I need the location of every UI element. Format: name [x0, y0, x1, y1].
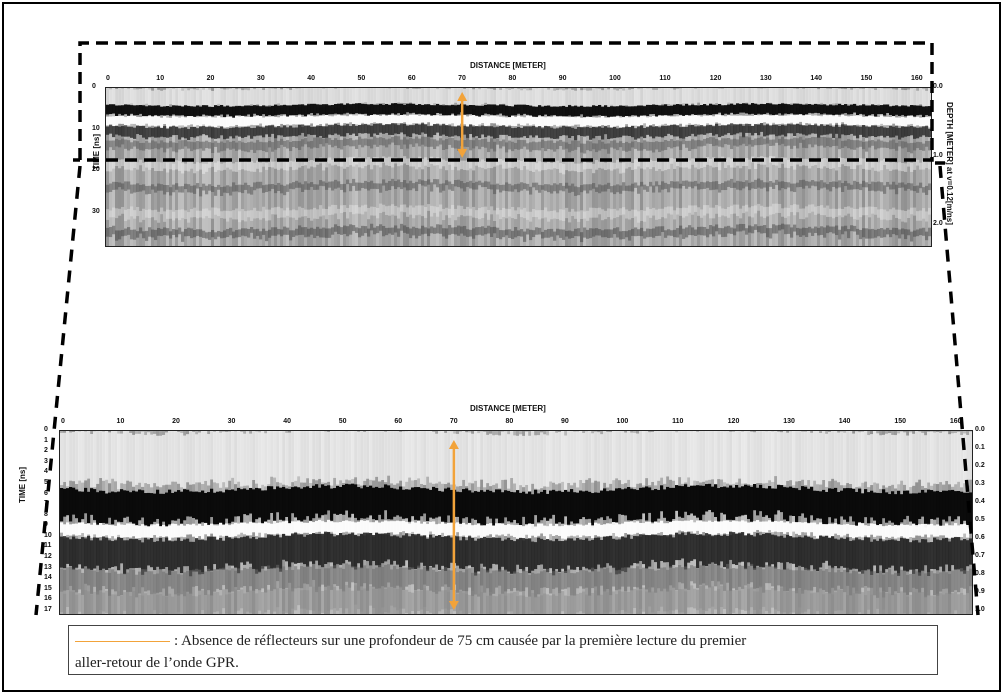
bottom-y-tick-label: 12 — [44, 553, 52, 561]
top-x-tick-label: 110 — [659, 75, 671, 82]
top-x-tick-label: 50 — [357, 75, 366, 82]
bottom-x-tick-label: 10 — [116, 418, 125, 425]
bottom-y2-tick-label: 0.9 — [975, 588, 985, 595]
bottom-y2-tick-label: 0.7 — [975, 552, 985, 559]
bottom-x-tick-label: 20 — [172, 418, 180, 425]
bottom-radargram-image — [59, 430, 973, 615]
bottom-y2-tick-label: 0.4 — [975, 498, 985, 505]
bottom-x-tick-label: 50 — [338, 418, 347, 425]
bottom-y-tick-label: 16 — [44, 595, 52, 603]
top-x-tick-label: 130 — [760, 75, 772, 82]
bottom-y2-tick-label: 0.8 — [975, 570, 985, 577]
bottom-x-tick-label: 60 — [394, 418, 403, 425]
bottom-x-axis-title: DISTANCE [METER] — [470, 404, 546, 413]
top-x-tick-label: 150 — [860, 75, 873, 82]
top-y-tick-label: 10 — [92, 124, 100, 132]
top-y-tick-label: 30 — [92, 207, 100, 215]
top-y2-tick-label: 2.0 — [933, 220, 943, 228]
bottom-x-tick-label: 110 — [672, 418, 684, 425]
bottom-x-tick-label: 70 — [449, 418, 458, 425]
bottom-y-tick-label: 7 — [44, 500, 48, 508]
bottom-y-tick-label: 9 — [44, 521, 48, 529]
bottom-y2-tick-label: 0.0 — [975, 426, 985, 433]
legend-text-line1: : Absence de réflecteurs sur une profond… — [174, 633, 747, 649]
bottom-y-tick-label: 5 — [44, 478, 48, 486]
bottom-y-tick-label: 1 — [44, 436, 48, 444]
top-x-tick-label: 140 — [810, 75, 822, 82]
bottom-x-tick-label: 30 — [227, 418, 236, 425]
top-y-tick-label: 0 — [92, 83, 96, 90]
top-x-tick-label: 100 — [609, 75, 621, 82]
bottom-x-tick-label: 90 — [561, 418, 569, 425]
top-y2-tick-label: 0.0 — [933, 83, 943, 90]
top-y-axis-title: TIME [ns] — [92, 134, 101, 170]
bottom-y-tick-label: 8 — [44, 510, 48, 518]
top-x-tick-label: 80 — [508, 75, 517, 82]
bottom-y-tick-label: 4 — [44, 468, 48, 476]
bottom-x-tick-label: 150 — [894, 418, 907, 425]
top-x-tick-label: 60 — [407, 75, 416, 82]
bottom-x-tick-label: 140 — [838, 418, 851, 425]
top-y2-axis-title: DEPTH [METER] at v=0.12[m/ns] — [945, 102, 954, 225]
top-radargram-image — [105, 87, 932, 247]
top-x-tick-label: 70 — [458, 75, 466, 82]
bottom-y-tick-label: 13 — [44, 563, 52, 571]
bottom-y2-tick-label: 0.5 — [975, 516, 985, 523]
top-x-tick-label: 10 — [156, 75, 165, 82]
top-x-tick-label: 90 — [558, 75, 567, 82]
bottom-y-tick-label: 0 — [44, 426, 48, 433]
bottom-y-tick-label: 6 — [44, 489, 48, 497]
bottom-x-tick-label: 120 — [727, 418, 740, 425]
top-x-tick-label: 40 — [307, 75, 316, 82]
top-x-tick-label: 160 — [910, 75, 923, 82]
bottom-y-tick-label: 10 — [44, 531, 52, 539]
bottom-y2-tick-label: 0.3 — [975, 480, 985, 487]
top-x-tick-label: 120 — [709, 75, 722, 82]
bottom-x-tick-label: 100 — [616, 418, 629, 425]
bottom-x-tick-label: 80 — [505, 418, 514, 425]
legend-box: : Absence de réflecteurs sur une profond… — [68, 625, 938, 675]
bottom-x-tick-label: 130 — [783, 418, 795, 425]
top-x-axis-title: DISTANCE [METER] — [470, 61, 546, 70]
bottom-y-tick-label: 15 — [44, 584, 52, 592]
bottom-y-tick-label: 11 — [44, 542, 52, 550]
bottom-x-tick-label: 40 — [283, 418, 292, 425]
bottom-y2-tick-label: 0.6 — [975, 534, 985, 541]
top-x-tick-label: 30 — [256, 75, 265, 82]
bottom-y-tick-label: 14 — [44, 574, 52, 582]
top-y-tick-label: 20 — [92, 166, 100, 174]
bottom-y-axis-title: TIME [ns] — [18, 467, 27, 503]
top-x-tick-label: 20 — [206, 75, 215, 82]
bottom-y2-tick-label: 1.0 — [975, 606, 985, 613]
legend-text-line2: aller-retour de l’onde GPR. — [75, 655, 239, 671]
bottom-y-tick-label: 3 — [44, 457, 48, 465]
bottom-y2-tick-label: 0.1 — [975, 444, 985, 451]
bottom-y-tick-label: 2 — [44, 447, 48, 455]
bottom-y-tick-label: 17 — [44, 606, 52, 613]
top-x-tick-label: 0 — [106, 75, 110, 82]
bottom-x-tick-label: 0 — [61, 418, 65, 425]
bottom-x-tick-label: 160 — [949, 418, 962, 425]
legend-orange-line-swatch — [75, 641, 170, 643]
top-y2-tick-label: 1.0 — [933, 151, 943, 159]
bottom-y2-tick-label: 0.2 — [975, 462, 985, 469]
